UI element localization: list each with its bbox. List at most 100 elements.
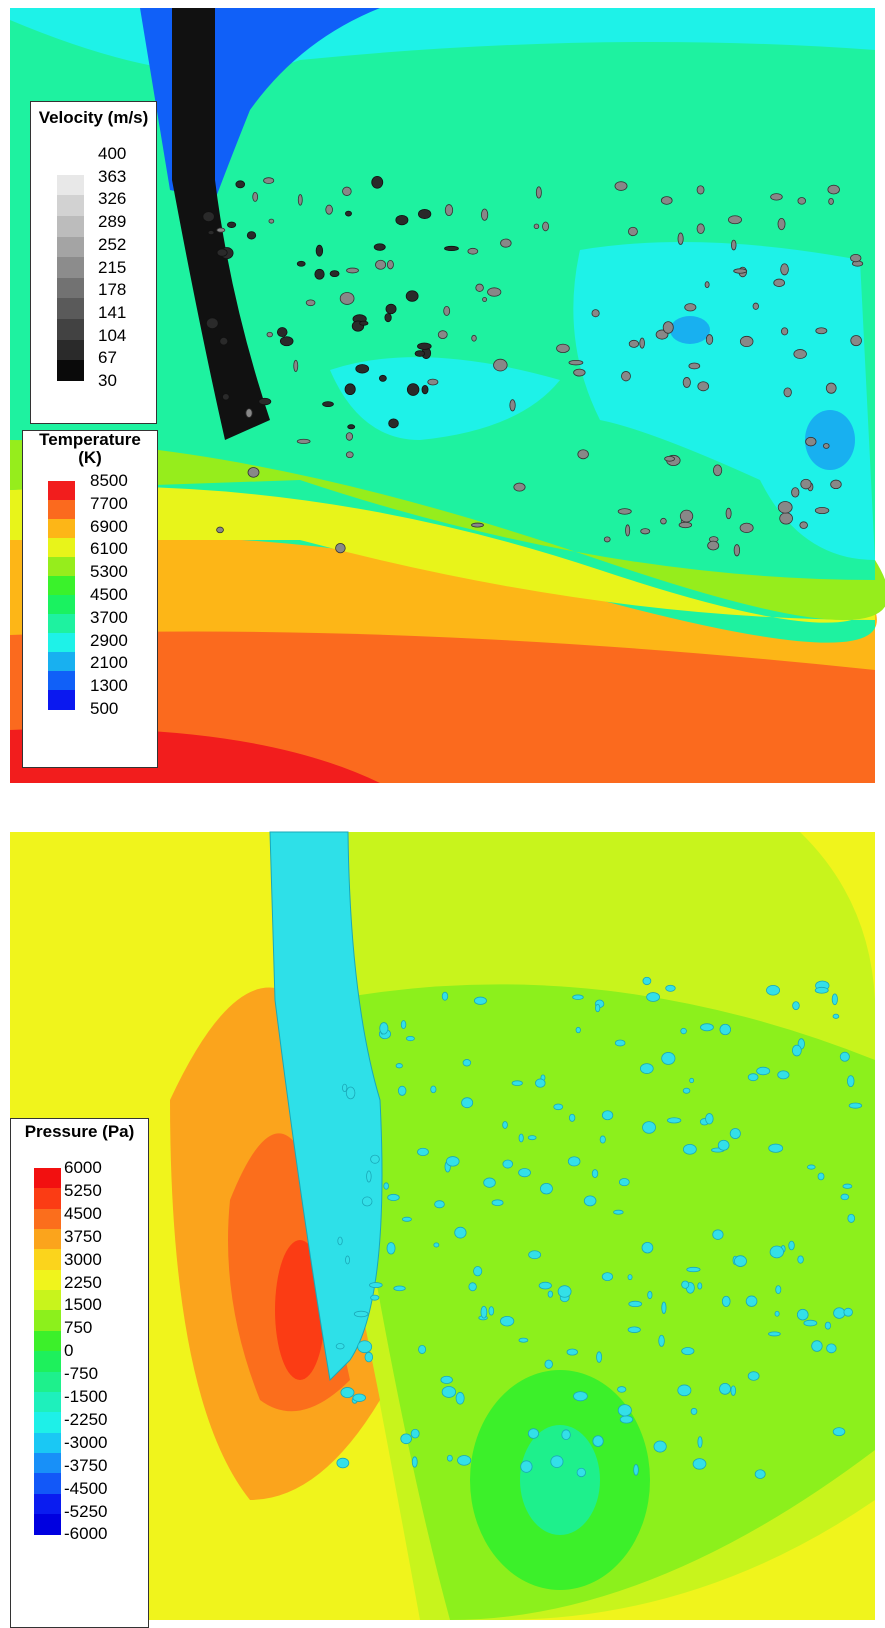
droplet [396,1064,402,1068]
droplet [406,1036,414,1040]
swatch [34,1290,61,1311]
droplet [705,282,709,288]
droplet [360,321,368,325]
droplet [297,261,305,266]
droplet [557,344,570,353]
droplet [628,1275,632,1280]
legend-label: 5250 [64,1180,102,1202]
droplet [528,1429,538,1439]
legend-title: Temperature (K) [30,431,150,467]
droplet [442,992,448,1000]
droplet [731,1386,736,1396]
droplet [385,313,391,321]
swatch [57,360,84,381]
droplet [800,522,808,529]
droplet [558,1286,571,1298]
legend-label: 3000 [64,1249,102,1271]
droplet [510,400,515,411]
droplet [438,331,447,339]
droplet [503,1160,513,1168]
droplet [682,1348,694,1355]
droplet [648,1291,652,1298]
droplet [398,1086,406,1095]
legend-label: 178 [98,279,126,301]
droplet [330,271,339,277]
droplet [435,1201,445,1208]
droplet [834,1308,845,1319]
legend-label: 2250 [64,1272,102,1294]
droplet [689,363,700,369]
droplet [246,409,252,418]
droplet [748,1074,758,1081]
legend-label: 0 [64,1340,73,1362]
swatch [48,595,75,615]
legend-label: 6000 [64,1157,102,1179]
droplet [353,1394,366,1402]
droplet [804,1320,817,1326]
droplet [578,450,589,459]
droplet [698,1437,702,1448]
legend-label: 8500 [90,470,128,492]
legend-label: 2100 [90,652,128,674]
droplet [394,1286,405,1291]
droplet [220,337,228,345]
droplet [667,1118,680,1123]
legend-label: -3750 [64,1455,107,1477]
droplet [691,1408,697,1414]
droplet [236,181,245,188]
droplet [492,1200,503,1206]
droplet [815,507,829,513]
swatch [57,278,84,299]
droplet [519,1168,531,1176]
swatch [34,1514,61,1535]
droplet [634,1464,639,1475]
droplet [387,1243,395,1255]
swatch [34,1392,61,1413]
droplet [474,997,486,1004]
droplet [346,452,353,458]
droplet [503,1121,508,1128]
legend-label: 7700 [90,493,128,515]
swatch [48,481,75,501]
swatch [48,519,75,539]
droplet [792,488,799,497]
droplet [775,1311,779,1316]
swatch [34,1209,61,1230]
legend-title: Velocity (m/s) [31,109,156,127]
droplet [678,1385,691,1396]
droplet [829,198,834,204]
swatch [48,614,75,634]
droplet [618,1405,631,1416]
swatch [34,1433,61,1454]
droplet [535,1079,545,1087]
droplet [618,509,631,515]
droplet [543,222,549,231]
legend-label: 67 [98,347,117,369]
swatch [34,1351,61,1372]
droplet [488,288,501,296]
droplet [700,1024,713,1031]
swatch [34,1453,61,1474]
droplet [203,212,215,222]
droplet [343,187,352,195]
droplet [740,336,753,346]
droplet [568,1157,580,1166]
droplet [540,1183,552,1194]
swatch [34,1188,61,1209]
swatch [57,298,84,319]
droplet [294,360,298,371]
legend-label: 3700 [90,607,128,629]
droplet [379,375,386,381]
droplet [680,510,692,522]
legend-label: 1500 [64,1294,102,1316]
droplet [659,1335,665,1346]
droplet [614,1210,624,1214]
droplet [778,218,785,229]
droplet [348,425,355,429]
droplet [569,1114,574,1121]
legend-label: -1500 [64,1386,107,1408]
droplet [768,1332,780,1336]
droplet [536,187,541,198]
